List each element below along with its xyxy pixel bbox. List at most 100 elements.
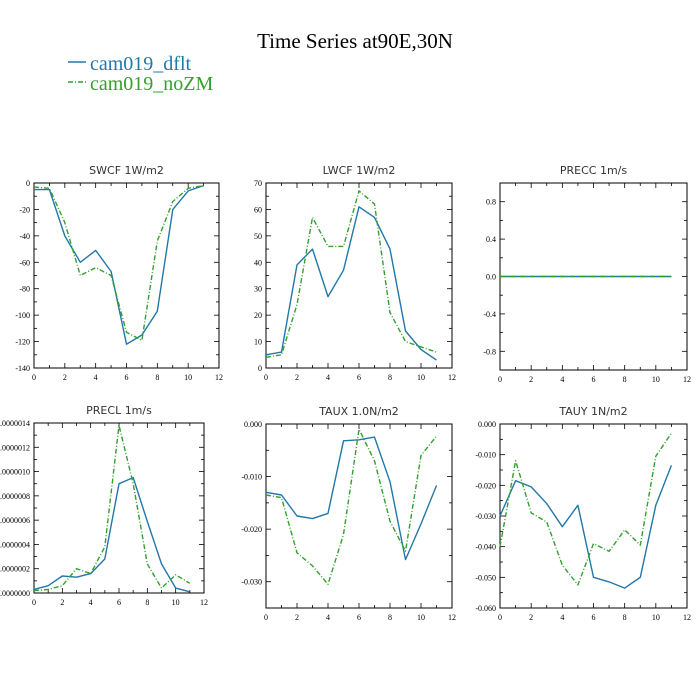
plot-frame-lwcf: [265, 182, 453, 369]
panel-title-swcf: SWCF 1W/m2: [89, 164, 164, 177]
legend: cam019_dflt cam019_noZM: [68, 53, 214, 95]
x-tick-label: 0: [498, 375, 502, 384]
x-tick-label: 6: [592, 375, 596, 384]
y-tick-label: 0.0: [486, 273, 496, 282]
y-tick-label: -80: [19, 285, 30, 294]
y-tick-label: -0.020: [241, 525, 262, 534]
panel-title-precl: PRECL 1m/s: [86, 404, 152, 417]
x-tick-label: 12: [448, 613, 456, 622]
x-tick-label: 12: [200, 598, 208, 607]
panel-swcf: SWCF 1W/m2 0 2 4 6 8 10 12 0 -20 -40 -60 -80 -100 -120…: [15, 164, 223, 382]
y-tick-label: 60: [254, 205, 262, 214]
x-tick-label: 2: [529, 375, 533, 384]
panels: SWCF 1W/m2 0 2 4 6 8 10 12 0 -20 -40 -60 -80 -100 -120…: [0, 164, 691, 622]
plot-frame-swcf: [33, 182, 220, 369]
x-tick-label: 4: [94, 373, 98, 382]
x-tick-label: 6: [592, 613, 596, 622]
y-tick-label: -0.010: [241, 473, 262, 482]
x-tick-label: 6: [125, 373, 129, 382]
x-tick-label: 10: [184, 373, 192, 382]
x-tick-label: 12: [215, 373, 223, 382]
x-tick-label: 0: [498, 613, 502, 622]
y-tick-label: 0.0000004: [0, 540, 30, 549]
x-tick-label: 10: [417, 373, 425, 382]
x-tick-label: 12: [683, 613, 691, 622]
x-tick-label: 0: [32, 598, 36, 607]
y-tick-label: -0.4: [483, 310, 496, 319]
y-tick-label: -0.060: [475, 604, 496, 613]
y-tick-label: 0.0000012: [0, 443, 30, 452]
y-tick-label: 50: [254, 232, 262, 241]
y-tick-label: -0.030: [475, 512, 496, 521]
x-tick-label: 4: [326, 373, 330, 382]
panel-precl: PRECL 1m/s 0 2 4 6 8 10 12 0.0000000 0.0000002 0.0…: [0, 404, 208, 607]
y-tick-label: -40: [19, 232, 30, 241]
y-tick-label: 40: [254, 258, 262, 267]
y-tick-label: 0.0000008: [0, 492, 30, 501]
x-tick-label: 10: [652, 375, 660, 384]
y-tick-label: 0: [26, 179, 30, 188]
panel-title-lwcf: LWCF 1W/m2: [323, 164, 396, 177]
y-tick-label: 10: [254, 338, 262, 347]
x-tick-label: 4: [326, 613, 330, 622]
y-tick-label: -0.010: [475, 451, 496, 460]
x-tick-label: 10: [652, 613, 660, 622]
x-tick-label: 8: [155, 373, 159, 382]
x-tick-label: 2: [529, 613, 533, 622]
y-tick-label: 0.0000014: [0, 419, 30, 428]
y-tick-label: -0.050: [475, 573, 496, 582]
panel-title-tauy: TAUY 1N/m2: [558, 405, 627, 418]
y-tick-label: 0.0000000: [0, 589, 30, 598]
y-tick-label: 30: [254, 285, 262, 294]
panel-taux: TAUX 1.0N/m2 0 2 4 6 8 10 12 0.000 -0.010 -0.020 -0…: [241, 405, 456, 622]
x-tick-label: 0: [264, 373, 268, 382]
y-tick-label: 0.0000010: [0, 468, 30, 477]
series-line-taux-nozm: [265, 428, 438, 585]
y-tick-label: 0.0000002: [0, 565, 30, 574]
y-tick-label: 20: [254, 311, 262, 320]
y-tick-label: -0.8: [483, 347, 496, 356]
y-tick-label: -0.040: [475, 543, 496, 552]
x-tick-label: 0: [32, 373, 36, 382]
series-line-lwcf-nozm: [265, 190, 437, 359]
y-tick-label: 0.0000006: [0, 516, 30, 525]
y-tick-label: 0.4: [486, 235, 496, 244]
series-line-taux-dflt: [265, 436, 438, 561]
y-tick-label: -140: [15, 364, 30, 373]
x-tick-label: 8: [145, 598, 149, 607]
series-line-swcf-dflt: [34, 184, 204, 345]
y-tick-label: -100: [15, 311, 30, 320]
x-tick-label: 2: [60, 598, 64, 607]
series-line-tauy-dflt: [499, 465, 673, 589]
y-tick-label: 0.000: [244, 420, 262, 429]
x-tick-label: 6: [357, 373, 361, 382]
x-tick-label: 8: [388, 373, 392, 382]
y-tick-label: 0.000: [478, 420, 496, 429]
x-tick-label: 10: [172, 598, 180, 607]
x-tick-label: 8: [388, 613, 392, 622]
y-tick-label: -20: [19, 205, 30, 214]
x-tick-label: 6: [117, 598, 121, 607]
x-tick-label: 2: [295, 373, 299, 382]
x-tick-label: 10: [417, 613, 425, 622]
x-tick-label: 12: [683, 375, 691, 384]
panel-title-taux: TAUX 1.0N/m2: [318, 405, 399, 418]
x-tick-label: 4: [560, 613, 564, 622]
y-tick-label: 0: [258, 364, 262, 373]
y-tick-label: -60: [19, 258, 30, 267]
plot-frame-precl: [33, 422, 205, 594]
x-tick-label: 6: [357, 613, 361, 622]
panel-lwcf: LWCF 1W/m2 0 2 4 6 8 10 12 0 10 20 30 40 50 60 70: [254, 164, 456, 382]
y-tick-label: -120: [15, 338, 30, 347]
x-tick-label: 2: [63, 373, 67, 382]
x-tick-label: 4: [560, 375, 564, 384]
y-tick-label: 70: [254, 179, 262, 188]
panel-title-precc: PRECC 1m/s: [560, 164, 628, 177]
panel-precc: PRECC 1m/s 0 2 4 6 8 10 12 0.8 0.4 0.0 -0.4 -0.8: [483, 164, 691, 384]
legend-label-nozm: cam019_noZM: [90, 73, 214, 95]
x-tick-label: 8: [623, 375, 627, 384]
series-line-precl-nozm: [33, 424, 191, 592]
y-tick-label: 0.8: [486, 198, 496, 207]
y-tick-label: -0.020: [475, 481, 496, 490]
